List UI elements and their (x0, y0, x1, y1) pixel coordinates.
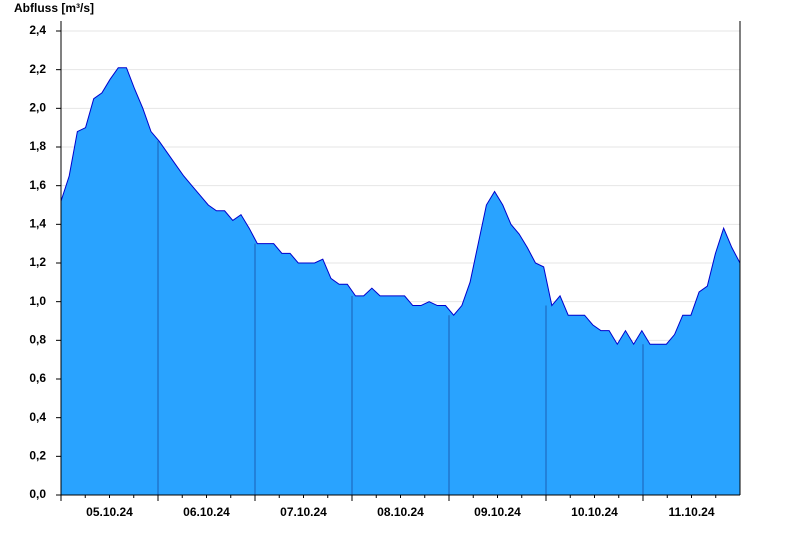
y-tick-label: 0,8 (29, 333, 46, 347)
y-tick-label: 2,4 (29, 23, 46, 37)
y-tick-label: 0,4 (29, 410, 46, 424)
area-fill (61, 67, 740, 495)
y-tick-label: 2,0 (29, 101, 46, 115)
x-tick-label: 06.10.24 (183, 505, 230, 519)
y-tick-label: 1,8 (29, 139, 46, 153)
y-tick-label: 0,0 (29, 487, 46, 501)
x-tick-label: 09.10.24 (474, 505, 521, 519)
x-tick-label: 10.10.24 (571, 505, 618, 519)
y-tick-label: 1,6 (29, 178, 46, 192)
y-tick-label: 1,0 (29, 294, 46, 308)
x-tick-label: 08.10.24 (377, 505, 424, 519)
x-tick-label: 07.10.24 (280, 505, 327, 519)
x-tick-label: 05.10.24 (86, 505, 133, 519)
area-line (60, 67, 741, 346)
y-tick-label: 1,2 (29, 255, 46, 269)
x-tick-label: 11.10.24 (668, 505, 714, 519)
y-tick-label: 2,2 (29, 62, 46, 76)
chart-title: Abfluss [m³/s] (14, 1, 94, 15)
y-tick-label: 0,6 (29, 371, 46, 385)
y-tick-label: 0,2 (29, 449, 46, 463)
y-tick-label: 1,4 (29, 217, 46, 231)
